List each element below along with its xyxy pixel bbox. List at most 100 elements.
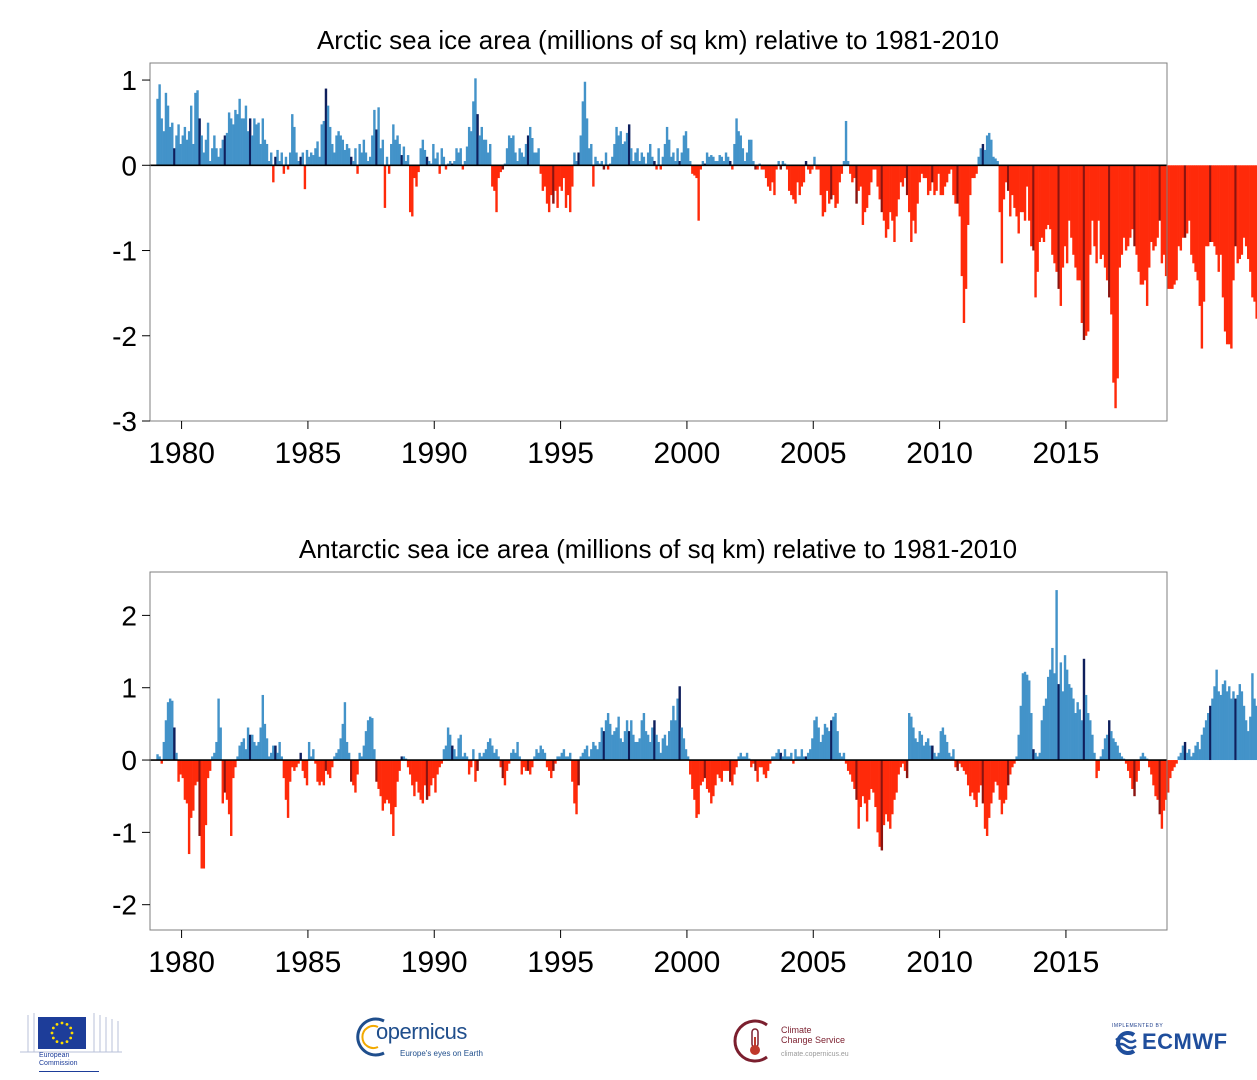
antarctic-x-tick-label: 1980 [148,946,215,979]
antarctic-bar [343,702,347,761]
arctic-bar [234,109,237,166]
antarctic-bar [251,734,254,761]
arctic-bar [556,165,559,208]
arctic-bar [324,88,328,166]
arctic-bar [1122,165,1126,238]
arctic-bar [1118,165,1121,268]
antarctic-bar [217,698,220,761]
arctic-bar [371,135,374,166]
arctic-bar [800,165,804,187]
arctic-bar [183,126,187,166]
antarctic-bar [781,756,785,761]
antarctic-bar [741,756,745,761]
antarctic-bar [815,716,818,761]
antarctic-bar [213,752,216,761]
arctic-bar [520,152,523,166]
antarctic-bar [427,760,431,797]
antarctic-bar [756,760,759,782]
antarctic-bar [562,749,566,761]
arctic-bar [1198,165,1201,306]
arctic-bar [425,156,429,166]
eu-star-icon [65,1040,69,1044]
antarctic-bar [726,760,730,771]
arctic-bar [1114,165,1117,409]
antarctic-bar [573,760,576,804]
antarctic-bar [674,720,677,761]
arctic-bar [977,156,980,166]
c3s-thermometer-icon [733,1019,768,1063]
arctic-bar [773,165,776,196]
antarctic-bar [783,749,787,761]
arctic-bar [482,139,486,166]
antarctic-bar [743,756,747,761]
arctic-bar [840,165,844,174]
antarctic-bar [899,760,902,768]
arctic-bar [164,92,168,166]
arctic-bar [1228,165,1231,345]
arctic-bar [196,90,199,166]
arctic-bar [398,143,401,166]
antarctic-bar [512,749,515,761]
antarctic-bar [507,760,511,764]
antarctic-bar [453,749,456,761]
antarctic-bar [368,716,372,761]
arctic-bar [198,118,201,166]
arctic-bar [1244,165,1248,247]
antarctic-bar [1063,655,1067,761]
antarctic-bar [836,731,839,761]
arctic-bar [990,139,993,166]
arctic-bar [672,152,675,166]
arctic-bar [674,161,677,166]
arctic-bar [1148,165,1151,268]
arctic-bar [781,161,785,166]
arctic-bar [891,165,894,221]
antarctic-bar [828,731,831,761]
antarctic-bar [411,760,414,786]
antarctic-bar [526,760,530,771]
arctic-bar [924,165,928,179]
arctic-bar [253,118,256,166]
antarctic-bar [945,741,949,761]
antarctic-bar [1042,705,1046,761]
antarctic-bar [434,760,437,793]
arctic-bar [545,165,549,204]
arctic-bar [501,165,505,170]
arctic-bar [505,148,509,166]
antarctic-bar [922,745,926,761]
arctic-bar [935,165,938,191]
antarctic-bar [667,731,671,761]
antarctic-bar [1065,669,1069,761]
antarctic-bar [1225,691,1229,761]
antarctic-bar [230,760,233,836]
arctic-y-tick-label: 1 [121,65,137,96]
antarctic-bar [979,760,983,786]
arctic-bar [444,165,448,170]
antarctic-bar [1049,669,1052,761]
arctic-bar [1065,165,1069,264]
arctic-bar [489,143,492,166]
antarctic-bar [962,760,966,771]
arctic-bar [929,165,932,191]
antarctic-bar [1228,686,1231,761]
arctic-bar [880,165,884,213]
antarctic-bar [1152,760,1155,786]
arctic-bar [512,135,515,166]
antarctic-bar [798,756,801,761]
arctic-bar [360,152,363,166]
arctic-bar [274,156,277,166]
antarctic-bar [522,760,526,768]
antarctic-bar [339,738,342,761]
arctic-bar [354,148,357,166]
antarctic-bar [872,760,875,793]
arctic-bar [817,165,820,170]
arctic-bar [855,165,858,204]
antarctic-y-tick-label: -2 [112,890,137,921]
antarctic-bar [196,760,199,782]
eu-star-icon [70,1031,74,1035]
arctic-bar [478,135,481,166]
arctic-bar [562,165,566,179]
arctic-bar [1200,165,1204,349]
antarctic-bar [1141,752,1145,761]
arctic-bar [752,161,755,166]
antarctic-bar [564,756,568,761]
